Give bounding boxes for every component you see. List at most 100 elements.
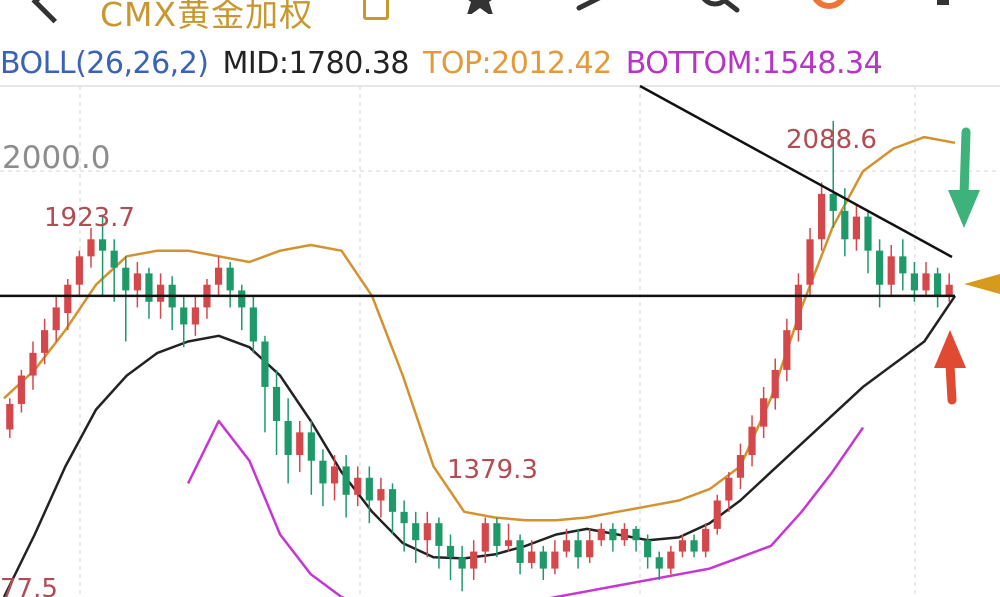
boll-mid-path	[2, 295, 957, 597]
title-badge-icon[interactable]	[363, 0, 389, 20]
price-label: 77.5	[0, 574, 58, 597]
candle	[249, 296, 257, 353]
candle	[852, 205, 861, 251]
candle-body	[412, 523, 420, 541]
candle	[539, 545, 547, 580]
candle-body	[156, 284, 165, 302]
candle	[829, 120, 837, 228]
candle	[794, 273, 803, 342]
y-tick-label: 2000.0	[2, 140, 110, 176]
candle-body	[806, 239, 814, 285]
candle-body	[191, 307, 199, 325]
candle	[806, 227, 814, 297]
candle-body	[446, 545, 455, 558]
candle	[748, 415, 756, 467]
candle-body	[771, 369, 779, 399]
share-icon[interactable]	[575, 0, 615, 14]
candle-body	[423, 523, 431, 541]
candle	[133, 262, 141, 308]
candle-body	[296, 432, 304, 456]
candle-body	[702, 528, 710, 552]
boll-indicator-row: BOLL(26,26,2) MID:1780.38 TOP:2012.42 BOTTO…	[0, 44, 896, 84]
candle	[296, 420, 304, 473]
candle-body	[841, 210, 849, 240]
candle	[678, 534, 687, 558]
candle	[945, 273, 953, 302]
candle	[644, 534, 652, 569]
candle	[562, 528, 571, 558]
candle	[435, 517, 443, 569]
green-down-arrow	[948, 127, 980, 228]
candle-body	[238, 290, 246, 308]
boll-bottom-line	[186, 419, 865, 597]
candle	[52, 296, 60, 342]
candle-body	[945, 284, 953, 297]
candle	[342, 455, 350, 518]
candle-body	[261, 341, 269, 387]
star-icon[interactable]	[455, 0, 505, 14]
candle-body	[620, 528, 629, 541]
trendlines	[0, 84, 955, 298]
candle	[87, 227, 95, 268]
candle	[40, 318, 49, 365]
boll-mid-line	[2, 295, 957, 597]
candle-body	[272, 386, 281, 421]
candle-body	[64, 284, 72, 314]
candle	[818, 182, 826, 251]
app-header: CMX黄金加权	[0, 0, 1000, 34]
candle-body	[516, 540, 524, 563]
candle-body	[75, 256, 83, 285]
candle	[423, 511, 431, 558]
candle-body	[493, 523, 501, 546]
candle-body	[226, 267, 234, 291]
candle-body	[214, 267, 223, 285]
candle	[760, 386, 768, 439]
candle	[597, 523, 605, 546]
candle	[203, 279, 211, 319]
candle-body	[783, 330, 791, 370]
price-label: 2088.6	[786, 125, 877, 155]
candle	[864, 210, 872, 274]
arrow-shaft	[959, 127, 971, 200]
candle	[574, 528, 582, 569]
candle	[620, 523, 629, 546]
boll-name: BOLL(26,26,2)	[0, 46, 209, 81]
candle	[412, 511, 420, 563]
alert-icon[interactable]	[805, 0, 853, 14]
candle	[632, 526, 640, 552]
menu-icon[interactable]	[935, 0, 975, 10]
candle	[214, 256, 223, 297]
candle	[470, 540, 478, 580]
search-icon[interactable]	[693, 0, 743, 14]
candle-body	[829, 193, 837, 211]
candle	[446, 534, 455, 580]
candle	[180, 296, 188, 348]
candle-body	[678, 540, 687, 552]
candle-body	[377, 489, 385, 501]
candle	[354, 466, 362, 507]
boll-mid: MID:1780.38	[222, 46, 410, 81]
candle	[98, 214, 107, 297]
candle-body	[319, 460, 327, 484]
candle-body	[887, 256, 895, 285]
arrow-shaft	[945, 360, 957, 405]
candle	[75, 250, 83, 297]
candle-body	[365, 477, 373, 501]
candle-body	[876, 250, 884, 285]
candle-body	[249, 307, 257, 342]
candle-body	[284, 420, 292, 456]
candle-body	[528, 551, 536, 563]
candle-body	[504, 540, 513, 546]
candle	[551, 540, 559, 575]
app-title: CMX黄金加权	[100, 0, 314, 34]
candle	[876, 239, 884, 308]
candle	[481, 517, 489, 563]
candle-body	[98, 239, 107, 251]
candle-body	[6, 403, 14, 430]
candle-body	[690, 540, 698, 552]
candle	[64, 279, 72, 331]
candle-body	[388, 489, 397, 512]
arrow-head	[934, 330, 966, 368]
candle	[400, 500, 408, 552]
